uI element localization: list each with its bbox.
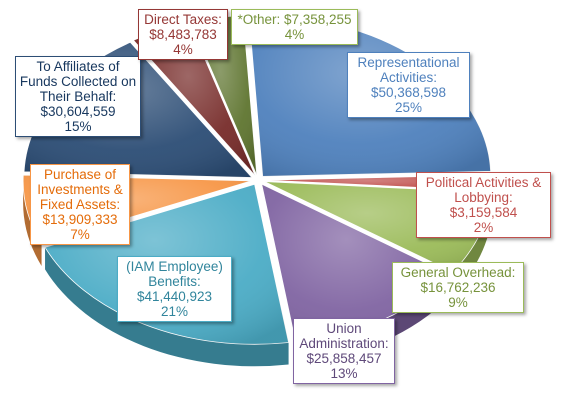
callout-label-line: (IAM Employee): [126, 259, 223, 274]
callout-amount: $41,440,923: [136, 289, 213, 304]
callout-other: *Other: $7,358,255 4%: [231, 9, 358, 45]
callout-label-line: Purchase of: [43, 167, 117, 182]
callout-label-line: General Overhead:: [400, 265, 516, 280]
callout-percent: 4%: [284, 27, 305, 42]
callout-amount: $8,483,783: [149, 27, 217, 42]
callout-percent: 7%: [70, 227, 90, 242]
callout-label-line: Benefits:: [148, 274, 201, 289]
callout-union-admin: Union Administration: $25,858,457 13%: [293, 318, 395, 384]
callout-amount: $50,368,598: [370, 85, 447, 100]
callout-amount: $30,604,559: [40, 104, 116, 119]
callout-percent: 15%: [64, 119, 92, 134]
callout-label-line: Investments &: [37, 182, 123, 197]
callout-amount: $25,858,457: [306, 351, 382, 366]
callout-political: Political Activities & Lobbying: $3,159,…: [416, 172, 551, 238]
callout-affiliates: To Affiliates of Funds Collected on Thei…: [15, 56, 141, 137]
callout-label-line: Representational: [357, 55, 460, 70]
callout-label-line: Union: [326, 321, 362, 336]
callout-percent: 4%: [173, 42, 193, 57]
callout-label-line: Activities:: [379, 70, 437, 85]
callout-amount: $16,762,236: [420, 280, 496, 295]
callout-label-line: Direct Taxes:: [144, 12, 222, 27]
callout-percent: 13%: [330, 366, 358, 381]
callout-label-line: Lobbying:: [454, 190, 513, 205]
callout-label-line: Their Behalf:: [39, 89, 117, 104]
callout-label-line: Funds Collected on: [19, 74, 137, 89]
callout-overhead: General Overhead: $16,762,236 9%: [392, 262, 524, 313]
callout-direct-taxes: Direct Taxes: $8,483,783 4%: [138, 9, 228, 60]
callout-label-line: *Other: $7,358,255: [237, 12, 352, 27]
callout-percent: 25%: [394, 100, 423, 115]
pie-side-employee_benefits: [45, 247, 289, 367]
callout-label-line: Political Activities &: [425, 175, 542, 190]
callout-label-line: To Affiliates of: [36, 59, 120, 74]
callout-representational: Representational Activities: $50,368,598…: [347, 52, 470, 118]
callout-percent: 9%: [448, 295, 468, 310]
callout-employee-benefits: (IAM Employee) Benefits: $41,440,923 21%: [117, 256, 232, 322]
callout-label-line: Administration:: [299, 336, 389, 351]
callout-percent: 2%: [473, 220, 494, 235]
callout-amount: $3,159,584: [449, 205, 518, 220]
callout-label-line: Fixed Assets:: [39, 197, 121, 212]
pie-slice-highlight-direct_taxes: [133, 22, 256, 176]
callout-amount: $13,909,333: [42, 212, 118, 227]
callout-percent: 21%: [160, 304, 189, 319]
callout-investments: Purchase of Investments & Fixed Assets: …: [30, 164, 130, 245]
